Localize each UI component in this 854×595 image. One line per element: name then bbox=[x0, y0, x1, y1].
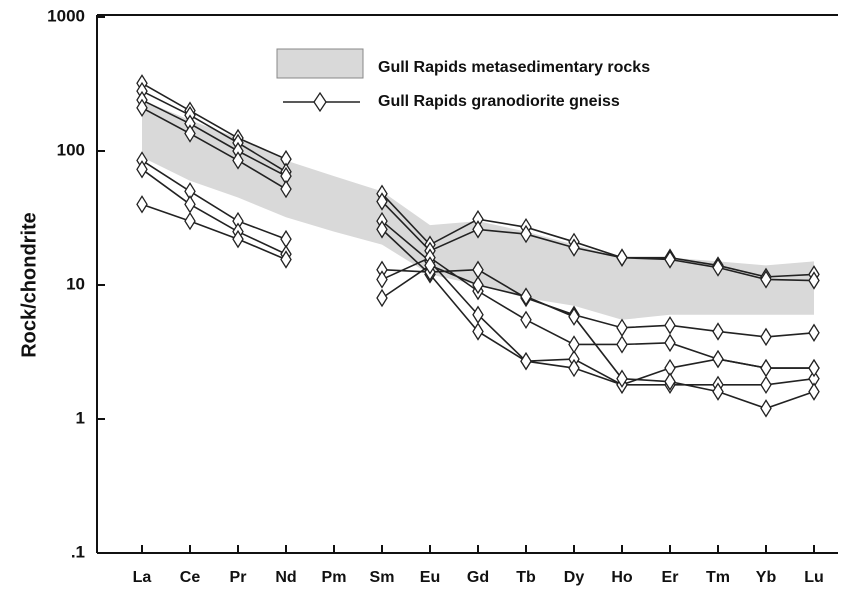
x-tick-label: Pr bbox=[230, 569, 247, 586]
x-tick-label: Gd bbox=[467, 569, 489, 586]
marker bbox=[616, 369, 628, 388]
marker bbox=[424, 256, 436, 275]
marker bbox=[472, 305, 484, 324]
x-tick-label: Ce bbox=[180, 569, 201, 586]
x-tick-label: Nd bbox=[275, 569, 296, 586]
series-line bbox=[141, 159, 815, 338]
marker bbox=[712, 382, 724, 401]
marker bbox=[712, 258, 724, 277]
marker bbox=[376, 288, 388, 308]
marker bbox=[472, 275, 484, 295]
marker bbox=[808, 358, 820, 378]
marker bbox=[376, 270, 388, 289]
marker bbox=[808, 271, 820, 290]
marker bbox=[808, 382, 820, 401]
legend-label: Gull Rapids metasedimentary rocks bbox=[378, 59, 650, 76]
marker bbox=[520, 310, 532, 330]
band-area bbox=[142, 100, 814, 320]
marker bbox=[568, 335, 580, 354]
series-line bbox=[141, 90, 815, 282]
marker bbox=[136, 98, 148, 118]
x-tick-label: Tb bbox=[516, 569, 536, 586]
marker bbox=[616, 248, 628, 267]
marker bbox=[712, 322, 724, 341]
series-line bbox=[141, 82, 815, 278]
x-tick-label: Yb bbox=[756, 569, 777, 586]
marker bbox=[376, 192, 388, 211]
marker bbox=[280, 250, 292, 269]
marker bbox=[760, 358, 772, 378]
marker bbox=[760, 270, 772, 289]
marker bbox=[616, 318, 628, 337]
series-line bbox=[141, 203, 815, 410]
marker bbox=[568, 307, 580, 326]
marker bbox=[232, 151, 244, 170]
marker bbox=[520, 224, 532, 244]
x-tick-label: Ho bbox=[611, 569, 633, 586]
x-tick-label: La bbox=[133, 569, 152, 586]
legend-marker bbox=[313, 91, 327, 113]
marker bbox=[184, 211, 196, 231]
y-tick-label: 100 bbox=[57, 140, 85, 159]
marker bbox=[664, 372, 676, 391]
marker bbox=[472, 322, 484, 341]
y-tick-label: 10 bbox=[66, 274, 85, 293]
marker bbox=[568, 238, 580, 257]
legend-label: Gull Rapids granodiorite gneiss bbox=[378, 93, 620, 110]
marker bbox=[280, 179, 292, 199]
legend-band-swatch bbox=[276, 48, 364, 79]
x-tick-label: Sm bbox=[370, 569, 395, 586]
marker bbox=[664, 316, 676, 335]
x-tick-label: Lu bbox=[804, 569, 824, 586]
marker bbox=[808, 323, 820, 343]
marker bbox=[568, 358, 580, 378]
y-axis-label: Rock/chondrite bbox=[18, 212, 40, 358]
marker bbox=[472, 220, 484, 239]
marker bbox=[184, 195, 196, 214]
x-tick-label: Dy bbox=[564, 569, 585, 586]
x-tick-label: Eu bbox=[420, 569, 440, 586]
y-tick-label: .1 bbox=[71, 542, 85, 561]
series-line bbox=[141, 107, 815, 386]
marker bbox=[760, 327, 772, 347]
marker bbox=[760, 375, 772, 395]
marker bbox=[712, 349, 724, 369]
y-tick-label: 1 bbox=[76, 408, 85, 427]
marker bbox=[760, 399, 772, 418]
marker bbox=[232, 229, 244, 249]
y-tick-label: 1000 bbox=[47, 6, 85, 25]
marker bbox=[376, 220, 388, 239]
marker bbox=[664, 333, 676, 353]
marker bbox=[616, 335, 628, 354]
marker bbox=[520, 287, 532, 306]
marker bbox=[520, 351, 532, 371]
marker bbox=[136, 160, 148, 179]
x-tick-label: Er bbox=[662, 569, 679, 586]
marker bbox=[136, 195, 148, 214]
x-tick-label: Pm bbox=[322, 569, 347, 586]
marker bbox=[664, 250, 676, 269]
x-tick-label: Tm bbox=[706, 569, 730, 586]
marker bbox=[280, 229, 292, 249]
marker bbox=[184, 124, 196, 143]
